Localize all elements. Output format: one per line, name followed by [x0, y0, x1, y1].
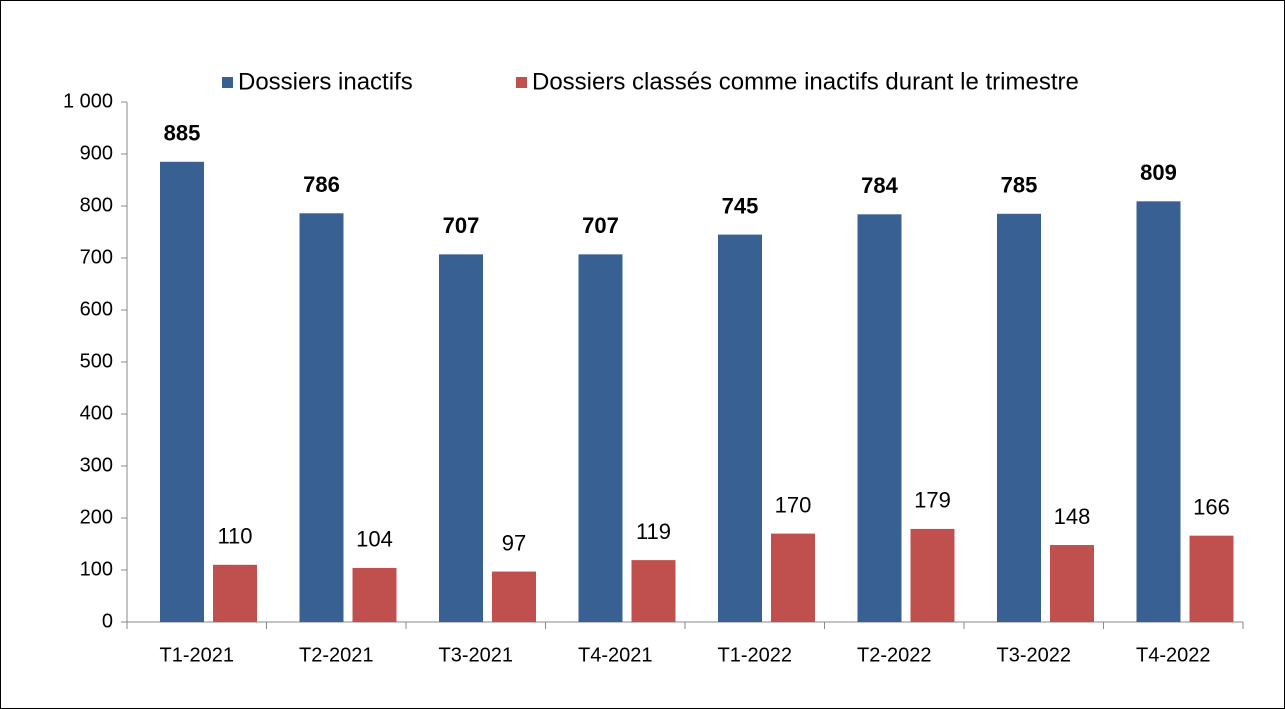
y-tick-label: 400 [80, 402, 113, 424]
data-label: 166 [1193, 494, 1230, 519]
data-label: 745 [722, 193, 759, 218]
y-tick-label: 800 [80, 194, 113, 216]
x-tick-label: T1-2022 [718, 644, 793, 666]
data-label: 707 [443, 213, 480, 238]
bar [857, 214, 902, 622]
data-label: 119 [636, 519, 671, 544]
data-label: 97 [502, 530, 526, 555]
x-tick-label: T1-2021 [160, 644, 235, 666]
legend-label: Dossiers classés comme inactifs durant l… [532, 68, 1079, 95]
y-tick-label: 200 [80, 506, 113, 528]
x-tick-label: T4-2022 [1136, 644, 1211, 666]
y-tick-label: 700 [80, 246, 113, 268]
bar [1189, 535, 1234, 622]
data-label: 179 [914, 488, 951, 513]
data-label: 104 [356, 527, 393, 552]
y-tick-label: 1 000 [63, 90, 113, 112]
y-tick-label: 100 [80, 558, 113, 580]
bar [578, 254, 623, 623]
x-tick-label: T3-2021 [439, 644, 514, 666]
bar [771, 533, 815, 622]
bar [1050, 545, 1094, 622]
y-tick-label: 900 [80, 142, 113, 164]
bar [299, 213, 344, 622]
bar [352, 567, 397, 622]
data-label: 110 [217, 524, 252, 549]
bar [213, 564, 257, 622]
bar [439, 254, 483, 623]
data-label: 784 [861, 173, 898, 198]
data-label: 786 [303, 172, 340, 197]
legend-swatch [222, 77, 233, 88]
bar [718, 234, 762, 622]
legend-swatch [516, 77, 527, 88]
data-label: 170 [775, 492, 812, 517]
legend-label: Dossiers inactifs [238, 68, 413, 95]
x-tick-label: T2-2022 [857, 644, 932, 666]
data-label: 785 [1001, 173, 1038, 198]
y-tick-label: 500 [80, 350, 113, 372]
bar [910, 528, 955, 622]
bar [997, 213, 1041, 623]
bar [631, 560, 676, 622]
data-label: 809 [1140, 160, 1177, 185]
bar [160, 161, 204, 623]
y-tick-label: 600 [80, 298, 113, 320]
bar [492, 571, 536, 622]
y-tick-label: 0 [102, 610, 113, 632]
x-tick-label: T2-2021 [299, 644, 374, 666]
data-label: 885 [164, 121, 201, 146]
y-tick-label: 300 [80, 454, 113, 476]
x-tick-label: T3-2022 [997, 644, 1072, 666]
data-label: 707 [582, 213, 619, 238]
bar [1136, 201, 1181, 622]
x-tick-label: T4-2021 [578, 644, 653, 666]
data-label: 148 [1054, 504, 1091, 529]
